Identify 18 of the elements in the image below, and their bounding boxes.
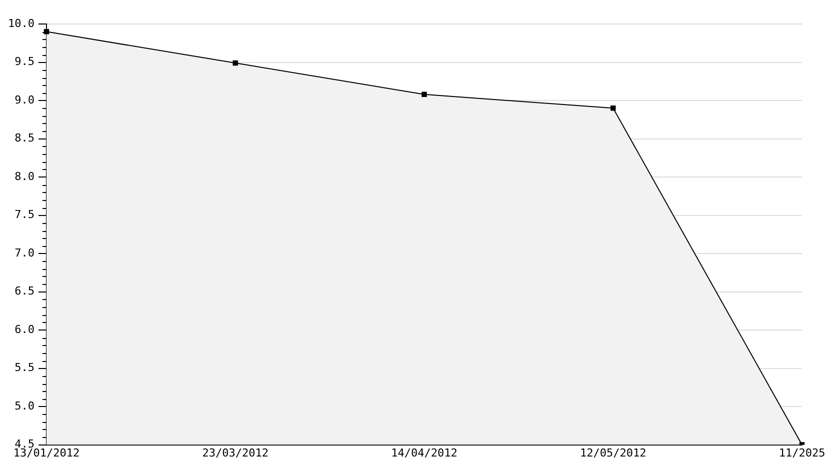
y-tick-label: 5.0 [14,399,34,412]
y-tick-label: 9.0 [14,93,34,106]
point [422,92,427,98]
x-tick-label: 11/2025 [778,446,826,460]
y-tick-label: 8.5 [14,132,34,145]
point [610,106,616,111]
x-tick-label: 12/05/2012 [580,446,646,460]
y-tick-label: 9.5 [14,55,34,68]
y-tick-label: 10.0 [8,16,34,30]
y-tick-label: 8.0 [14,170,34,183]
y-tick-label: 7.5 [14,208,34,222]
x-tick-label: 14/04/2012 [391,446,458,460]
y-tick-label: 7.0 [14,246,34,260]
y-tick-label: 6.0 [14,322,34,336]
y-tick-label: 6.5 [14,284,34,298]
y-tick-label: 5.5 [14,361,34,374]
x-tick-label: 23/03/2012 [202,446,268,460]
point [232,60,238,66]
